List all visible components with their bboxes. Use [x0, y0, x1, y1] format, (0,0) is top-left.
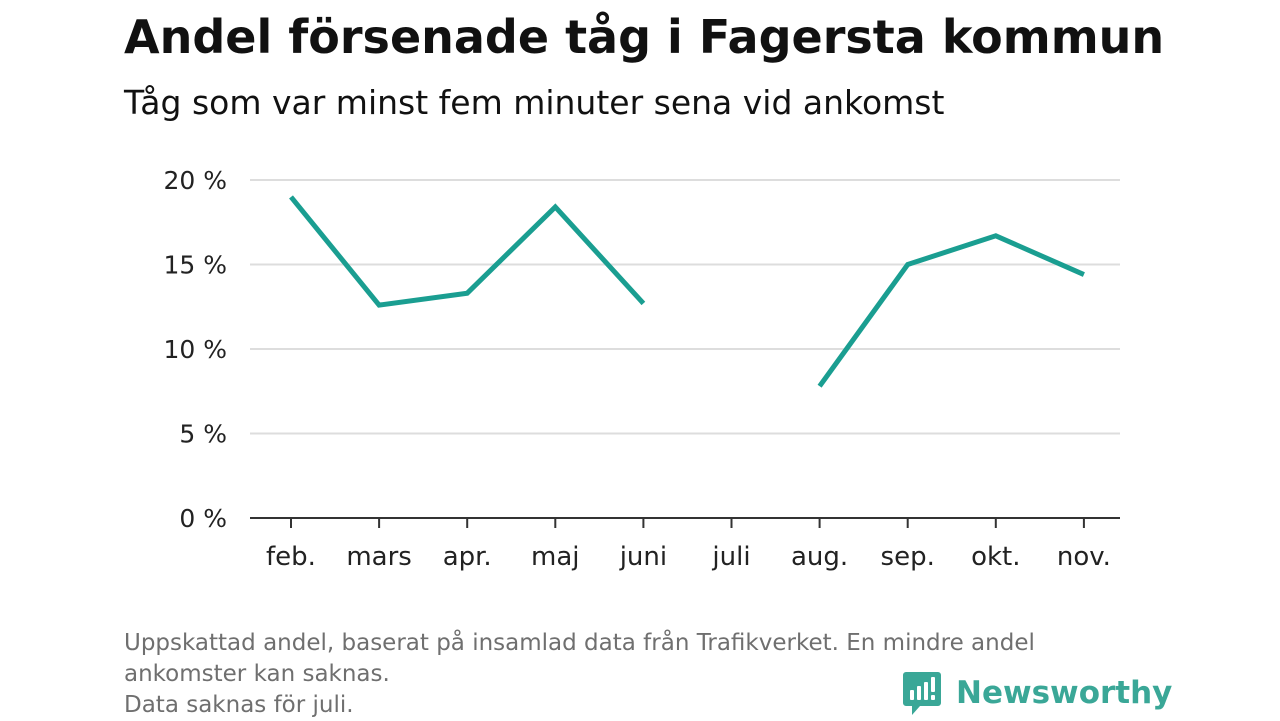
- y-tick-label-5: 5 %: [179, 420, 227, 449]
- y-axis-tick-labels: 0 % 5 % 10 % 15 % 20 %: [163, 166, 227, 533]
- x-tick-label: mars: [346, 542, 412, 572]
- brand: Newsworthy: [902, 670, 1172, 716]
- footnote-missing-data: Data saknas för juli.: [124, 692, 354, 718]
- footnote: Uppskattad andel, baserat på insamlad da…: [124, 628, 1154, 721]
- x-tick-label: okt.: [971, 542, 1020, 572]
- series-line-segment: [289, 195, 646, 308]
- data-series: [289, 195, 1085, 388]
- chart-subtitle: Tåg som var minst fem minuter sena vid a…: [124, 83, 945, 122]
- x-axis-tick-labels: feb. mars apr. maj juni juli aug. sep. okt. nov.: [266, 542, 1111, 572]
- x-tick-label: feb.: [266, 542, 316, 572]
- y-tick-label-20: 20 %: [163, 166, 227, 195]
- x-axis: [250, 517, 1120, 528]
- y-tick-label-10: 10 %: [163, 335, 227, 364]
- line-chart: 0 % 5 % 10 % 15 % 20 % feb. mars apr. maj juni ju…: [163, 166, 1120, 572]
- footnote-source: Uppskattad andel, baserat på insamlad da…: [124, 630, 1035, 687]
- x-tick-label: apr.: [443, 542, 492, 572]
- y-tick-label-15: 15 %: [163, 251, 227, 280]
- x-tick-label: nov.: [1057, 542, 1111, 572]
- gridlines: [250, 179, 1120, 435]
- x-tick-label: aug.: [791, 542, 848, 572]
- x-tick-label: juli: [711, 542, 750, 572]
- x-tick-label: sep.: [881, 542, 935, 572]
- x-tick-label: juni: [619, 542, 667, 572]
- chart-title: Andel försenade tåg i Fagersta kommun: [124, 10, 1165, 64]
- brand-name: Newsworthy: [956, 675, 1173, 711]
- y-tick-label-0: 0 %: [179, 504, 227, 533]
- series-line-segment: [817, 233, 1085, 388]
- x-tick-label: maj: [531, 542, 579, 572]
- newsworthy-logo-icon: [903, 672, 941, 715]
